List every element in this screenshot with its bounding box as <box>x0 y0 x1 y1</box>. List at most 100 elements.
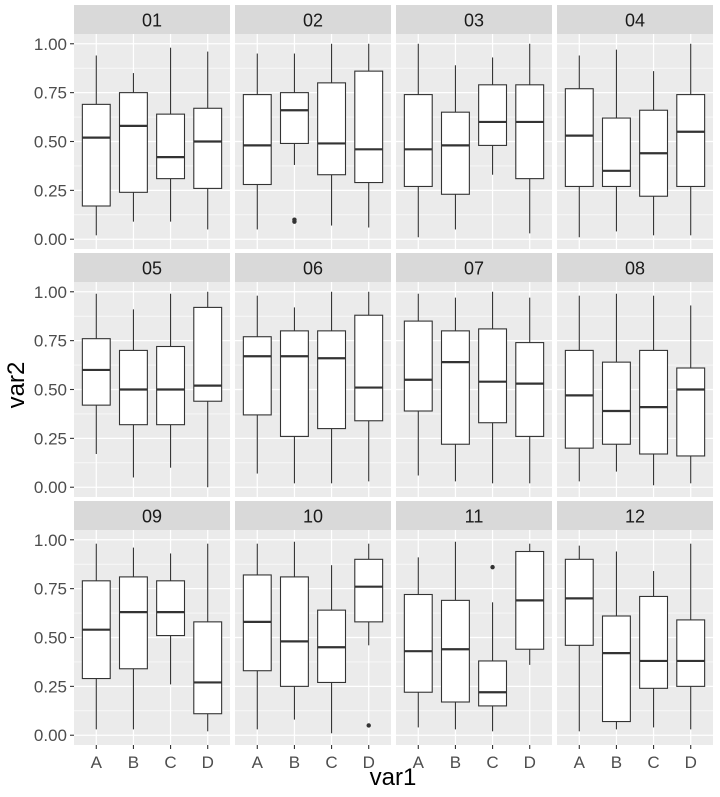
box-iqr <box>403 320 433 412</box>
box-08-A <box>564 295 594 482</box>
box-01-D <box>193 51 223 230</box>
y-tick-label: 0.50 <box>34 381 67 400</box>
facet-strip-label: 05 <box>142 259 162 279</box>
box-iqr <box>118 576 148 670</box>
y-tick-label: 0.25 <box>34 429 67 448</box>
facet-strip-label: 11 <box>465 507 484 527</box>
facet-strip-label: 01 <box>142 11 162 31</box>
box-iqr <box>564 88 594 188</box>
box-iqr <box>639 595 669 689</box>
box-09-B <box>118 547 148 730</box>
box-iqr <box>403 593 433 693</box>
box-iqr <box>118 92 148 193</box>
facet-strip <box>396 253 552 282</box>
box-11-B <box>440 541 470 730</box>
box-iqr <box>440 599 470 703</box>
box-07-A <box>403 293 433 476</box>
box-04-C <box>639 71 669 236</box>
box-iqr <box>354 314 384 422</box>
facet-strip <box>74 5 230 34</box>
box-iqr <box>676 367 706 457</box>
box-iqr <box>317 330 347 430</box>
box-05-B <box>118 309 148 478</box>
facet-strip <box>557 253 713 282</box>
x-tick-label: D <box>202 753 214 772</box>
box-iqr <box>478 84 508 146</box>
box-iqr <box>317 82 347 176</box>
box-02-C <box>317 43 347 226</box>
box-iqr <box>564 349 594 449</box>
y-tick-label: 0.75 <box>34 332 67 351</box>
x-tick-label: A <box>252 753 264 772</box>
box-iqr <box>193 107 223 189</box>
box-iqr <box>676 94 706 188</box>
box-01-C <box>156 47 186 222</box>
box-iqr <box>601 361 631 445</box>
x-tick-label: B <box>128 753 139 772</box>
box-02-B <box>279 53 309 224</box>
x-tick-label: B <box>450 753 461 772</box>
box-12-A <box>564 545 594 732</box>
facet-strip-label: 12 <box>625 507 645 527</box>
box-iqr <box>81 103 111 207</box>
box-04-D <box>676 43 706 236</box>
facet-panel-01: 01 <box>74 5 230 249</box>
box-iqr <box>193 621 223 715</box>
box-iqr <box>478 328 508 424</box>
box-iqr <box>156 580 186 637</box>
facet-panel-11: 11 <box>396 501 552 745</box>
facet-strip <box>74 253 230 282</box>
facet-strip <box>235 501 391 530</box>
box-iqr <box>279 576 309 687</box>
box-iqr <box>279 92 309 145</box>
x-tick-label: B <box>289 753 300 772</box>
outlier-point <box>366 723 371 728</box>
facet-strip <box>557 501 713 530</box>
facet-strip-label: 02 <box>303 11 323 31</box>
box-11-A <box>403 557 433 728</box>
box-03-C <box>478 57 508 175</box>
box-07-B <box>440 297 470 482</box>
facet-strip-label: 06 <box>303 259 323 279</box>
facet-strip <box>74 501 230 530</box>
box-12-D <box>676 543 706 730</box>
box-iqr <box>601 615 631 723</box>
box-iqr <box>515 84 545 180</box>
box-04-B <box>601 49 631 232</box>
box-08-C <box>639 295 669 486</box>
box-06-B <box>279 307 309 484</box>
box-08-D <box>676 305 706 484</box>
box-iqr <box>118 349 148 426</box>
x-tick-label: D <box>685 753 697 772</box>
box-iqr <box>354 558 384 623</box>
box-iqr <box>242 94 272 186</box>
outlier-point <box>490 564 495 570</box>
box-09-C <box>156 553 186 685</box>
facet-strip-label: 09 <box>142 507 162 527</box>
box-07-D <box>515 297 545 484</box>
x-tick-label: C <box>647 753 659 772</box>
outlier-point <box>292 219 297 224</box>
box-iqr <box>403 94 433 188</box>
x-tick-label: D <box>363 753 375 772</box>
facet-strip-label: 10 <box>303 507 323 527</box>
facet-strip-label: 03 <box>464 11 484 31</box>
box-iqr <box>515 342 545 437</box>
x-tick-label: C <box>325 753 337 772</box>
y-tick-label: 0.25 <box>34 181 67 200</box>
box-01-A <box>81 55 111 236</box>
box-iqr <box>354 70 384 184</box>
y-tick-label: 1.00 <box>34 531 67 550</box>
facet-panel-12: 12 <box>557 501 713 745</box>
facet-strip <box>235 5 391 34</box>
box-iqr <box>193 306 223 402</box>
facet-strip-label: 04 <box>625 11 645 31</box>
facet-panel-06: 06 <box>235 253 391 497</box>
box-05-A <box>81 293 111 454</box>
facet-panel-05: 05 <box>74 253 230 497</box>
box-09-D <box>193 543 223 732</box>
x-axis-title: var1 <box>370 764 417 791</box>
facet-strip <box>396 5 552 34</box>
box-11-C <box>478 564 508 732</box>
